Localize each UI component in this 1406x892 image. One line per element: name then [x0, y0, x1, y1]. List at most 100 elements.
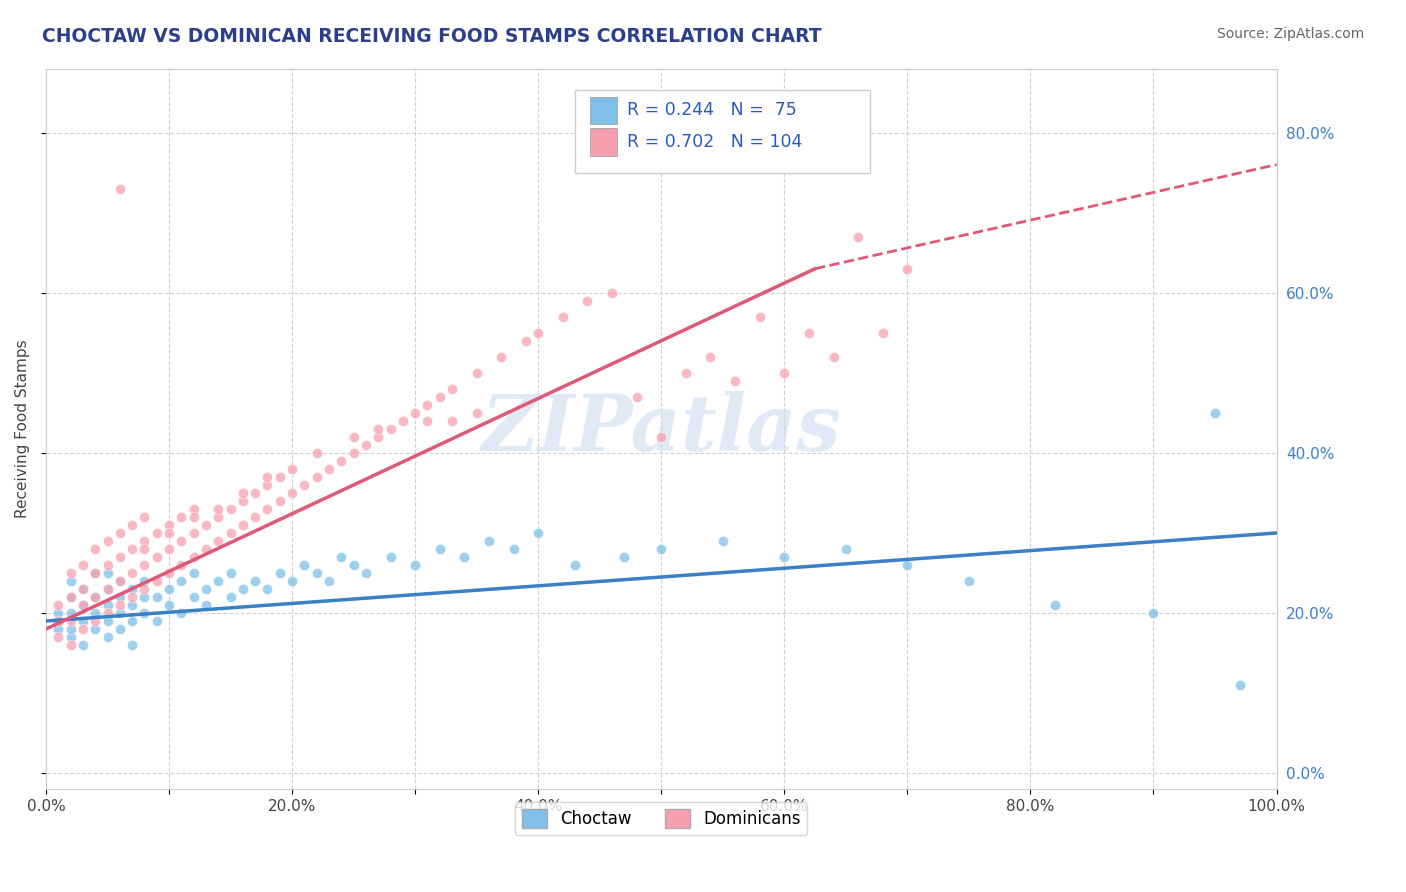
Point: [121, 598, 143, 612]
Point: [343, 558, 366, 572]
Point: [46, 614, 69, 628]
Text: Source: ZipAtlas.com: Source: ZipAtlas.com: [1216, 27, 1364, 41]
Text: CHOCTAW VS DOMINICAN RECEIVING FOOD STAMPS CORRELATION CHART: CHOCTAW VS DOMINICAN RECEIVING FOOD STAM…: [42, 27, 821, 45]
Point: [626, 390, 648, 404]
Point: [121, 541, 143, 556]
Point: [134, 590, 156, 604]
Point: [183, 590, 205, 604]
Point: [134, 541, 156, 556]
Point: [256, 582, 278, 596]
Point: [564, 558, 586, 572]
Point: [551, 310, 574, 324]
Point: [84, 566, 107, 580]
Point: [134, 510, 156, 524]
Point: [121, 638, 143, 652]
Point: [183, 510, 205, 524]
Point: [613, 549, 636, 564]
Point: [134, 606, 156, 620]
Point: [134, 582, 156, 596]
Point: [207, 574, 229, 588]
Point: [134, 558, 156, 572]
Point: [305, 566, 328, 580]
Point: [59, 606, 82, 620]
Point: [72, 638, 94, 652]
Legend: Choctaw, Dominicans: Choctaw, Dominicans: [515, 803, 807, 835]
Point: [305, 470, 328, 484]
Point: [773, 549, 796, 564]
Point: [84, 590, 107, 604]
Text: ZIPatlas: ZIPatlas: [482, 391, 841, 467]
Point: [343, 430, 366, 444]
Point: [219, 566, 242, 580]
Point: [84, 541, 107, 556]
Point: [96, 630, 118, 644]
Point: [711, 533, 734, 548]
Point: [72, 582, 94, 596]
Point: [145, 614, 167, 628]
Point: [194, 518, 217, 533]
Point: [46, 606, 69, 620]
Text: R = 0.702   N = 104: R = 0.702 N = 104: [627, 133, 803, 151]
Point: [441, 414, 464, 428]
Point: [243, 574, 266, 588]
Point: [207, 510, 229, 524]
Point: [243, 486, 266, 500]
Point: [170, 510, 193, 524]
Point: [59, 614, 82, 628]
Point: [46, 614, 69, 628]
Point: [292, 558, 315, 572]
Point: [59, 630, 82, 644]
Y-axis label: Receiving Food Stamps: Receiving Food Stamps: [15, 340, 30, 518]
Point: [269, 566, 291, 580]
Point: [84, 566, 107, 580]
Point: [145, 549, 167, 564]
Point: [219, 590, 242, 604]
Point: [846, 229, 869, 244]
Point: [1229, 678, 1251, 692]
FancyBboxPatch shape: [591, 96, 617, 124]
Point: [59, 638, 82, 652]
Point: [170, 574, 193, 588]
Point: [527, 526, 550, 541]
Point: [281, 486, 304, 500]
Point: [699, 350, 721, 364]
Point: [823, 350, 845, 364]
Point: [232, 486, 254, 500]
Point: [170, 606, 193, 620]
Point: [108, 549, 131, 564]
Point: [380, 549, 402, 564]
Point: [59, 566, 82, 580]
Point: [170, 533, 193, 548]
Point: [872, 326, 894, 340]
Point: [576, 293, 599, 308]
Point: [183, 526, 205, 541]
Point: [84, 622, 107, 636]
Point: [183, 566, 205, 580]
Point: [96, 558, 118, 572]
Point: [318, 462, 340, 476]
Point: [232, 582, 254, 596]
Point: [157, 541, 180, 556]
Point: [134, 533, 156, 548]
Point: [170, 558, 193, 572]
Point: [46, 622, 69, 636]
Point: [121, 518, 143, 533]
Point: [330, 549, 353, 564]
Point: [96, 533, 118, 548]
Point: [121, 590, 143, 604]
Point: [219, 526, 242, 541]
Point: [429, 390, 451, 404]
Point: [194, 598, 217, 612]
Point: [675, 366, 697, 380]
Point: [59, 574, 82, 588]
Point: [330, 454, 353, 468]
Point: [429, 541, 451, 556]
Point: [1043, 598, 1066, 612]
Point: [269, 470, 291, 484]
Point: [207, 533, 229, 548]
Point: [121, 614, 143, 628]
FancyBboxPatch shape: [575, 90, 870, 173]
Point: [96, 582, 118, 596]
Point: [72, 582, 94, 596]
Point: [183, 549, 205, 564]
